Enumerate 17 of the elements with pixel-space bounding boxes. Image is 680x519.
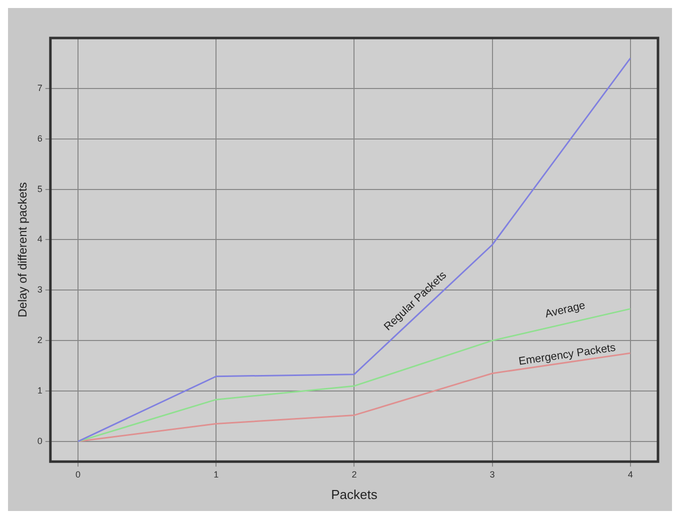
y-axis-title: Delay of different packets (16, 182, 30, 318)
y-tick-label: 2 (37, 335, 42, 346)
y-tick-label: 4 (37, 234, 42, 244)
x-tick-label: 0 (76, 469, 81, 480)
text: Emergency Packets (518, 342, 617, 368)
x-tick-label: 2 (352, 469, 357, 480)
x-tick-label: 1 (214, 469, 219, 480)
y-tick-label: 1 (37, 385, 42, 396)
x-axis-title: Packets (331, 486, 378, 502)
x-tick-label: 4 (628, 469, 633, 480)
y-tick-label: 3 (37, 284, 42, 295)
y-tick-label: 5 (37, 184, 42, 194)
y-tick-label: 7 (37, 82, 42, 93)
y-tick-label: 6 (37, 133, 42, 144)
y-tick-label: 0 (37, 436, 42, 446)
x-tick-label: 3 (490, 469, 495, 480)
text: Average (544, 300, 586, 320)
